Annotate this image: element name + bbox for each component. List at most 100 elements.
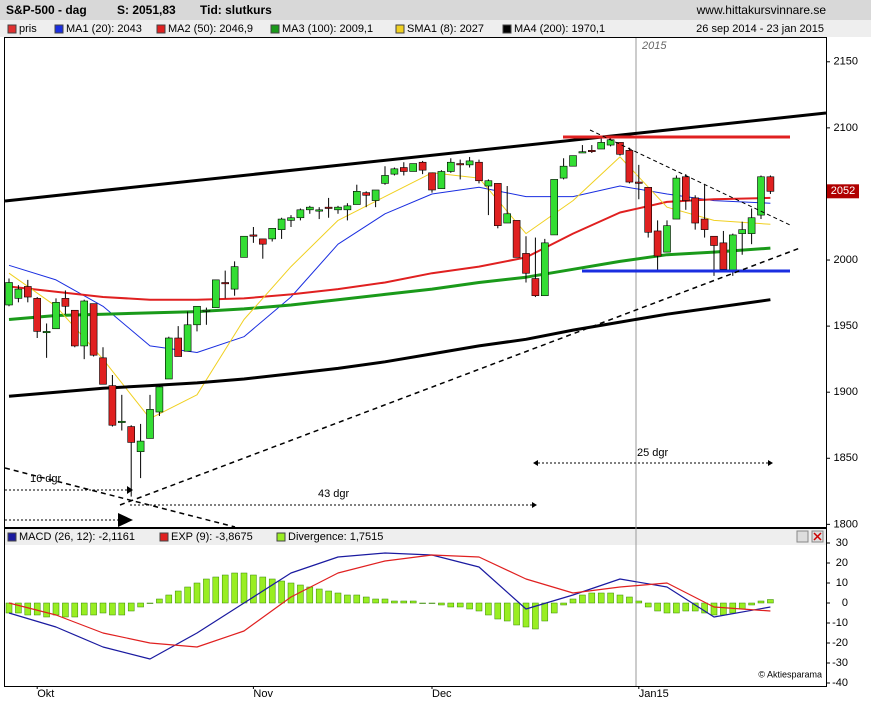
candle-body xyxy=(33,298,42,332)
trendlines xyxy=(5,111,826,527)
candle-body xyxy=(616,142,624,155)
divergence-bar xyxy=(231,572,238,604)
divergence-bar xyxy=(560,602,567,606)
divergence-bar xyxy=(315,588,323,604)
trendline xyxy=(5,111,826,203)
candle-body xyxy=(606,139,615,146)
candle-body xyxy=(221,282,229,285)
divergence-bar xyxy=(80,602,88,616)
divergence-bar xyxy=(550,602,558,614)
legend-label: MA1 (20): 2043 xyxy=(66,23,142,35)
divergence-bar xyxy=(579,594,586,604)
line xyxy=(8,298,771,398)
divergence-bar xyxy=(109,602,116,616)
annotation: 43 dgr xyxy=(318,488,350,500)
divergence-bar xyxy=(522,602,530,628)
candle-body xyxy=(390,168,399,175)
candle-body xyxy=(728,234,737,271)
divergence-bar xyxy=(250,574,257,604)
divergence-bar xyxy=(475,602,483,612)
divergence-bar xyxy=(372,598,379,604)
candle-body xyxy=(315,209,324,212)
y-tick-label: 1900 xyxy=(834,386,858,398)
candle-body xyxy=(569,155,577,167)
candle-body xyxy=(691,197,700,224)
candle-body xyxy=(42,331,51,334)
divergence-bar xyxy=(738,602,746,610)
divergence-bar xyxy=(268,578,276,604)
divergence-bar xyxy=(494,602,502,620)
candle-body xyxy=(681,176,690,201)
candle-body xyxy=(89,303,98,356)
divergence-bar xyxy=(334,592,342,604)
y-tick-label: 2000 xyxy=(834,254,858,266)
candle-body xyxy=(80,300,88,347)
price-plot xyxy=(5,135,775,497)
candle-body xyxy=(343,205,352,211)
candle-body xyxy=(437,171,446,189)
divergence-bar xyxy=(616,594,624,604)
source: www.hittakursvinnare.se xyxy=(696,3,827,17)
y-tick-label: 2150 xyxy=(834,56,858,68)
divergence-bar xyxy=(654,602,661,612)
divergence-bar xyxy=(635,600,643,604)
candle-body xyxy=(700,218,709,230)
legend-label: MACD (26, 12): -2,1161 xyxy=(19,531,135,543)
candle-body xyxy=(663,225,671,253)
divergence-bar xyxy=(400,600,408,604)
candle-body xyxy=(202,309,211,312)
candle-body xyxy=(362,192,371,196)
y-tick-label: 10 xyxy=(836,577,848,589)
divergence-bar xyxy=(710,602,718,616)
line xyxy=(8,246,771,321)
candle-body xyxy=(61,298,70,307)
legend-swatch xyxy=(7,532,17,542)
last-price-box xyxy=(827,184,859,199)
divergence-bar xyxy=(607,592,614,604)
candle-body xyxy=(183,324,192,352)
line xyxy=(8,185,771,353)
legend-swatch xyxy=(276,532,286,542)
candle-body xyxy=(14,288,23,299)
legend-label: SMA1 (8): 2027 xyxy=(407,23,484,35)
candle-body xyxy=(597,142,606,150)
candle-body xyxy=(738,229,747,234)
line xyxy=(8,554,771,648)
x-tick-label: Dec xyxy=(432,688,452,700)
divergence-bar xyxy=(193,582,201,604)
divergence-bar xyxy=(485,602,492,616)
candle-body xyxy=(258,238,267,245)
divergence-bar xyxy=(15,602,22,614)
legend-bar xyxy=(0,20,871,37)
candle-body xyxy=(428,172,436,191)
divergence-bar xyxy=(240,572,248,604)
candle-body xyxy=(587,150,596,152)
legend-label: MA4 (200): 1970,1 xyxy=(514,23,605,35)
candle-body xyxy=(23,286,32,298)
divergence-bar xyxy=(569,598,577,604)
y-tick-label: 1950 xyxy=(834,320,858,332)
settings-icon[interactable] xyxy=(796,530,809,543)
divergence-bar xyxy=(287,582,295,604)
divergence-bar xyxy=(644,602,652,608)
divergence-bar xyxy=(456,602,464,608)
y-tick-label: 0 xyxy=(842,597,848,609)
date-range: 26 sep 2014 - 23 jan 2015 xyxy=(696,23,824,35)
line xyxy=(8,156,771,420)
divergence-bar xyxy=(137,602,144,608)
divergence-bar xyxy=(513,602,520,626)
candle-body xyxy=(268,228,277,240)
divergence-bar xyxy=(767,599,774,604)
legend-label: Divergence: 1,7515 xyxy=(288,531,383,543)
divergence-bar xyxy=(503,602,511,622)
y-tick-label: -30 xyxy=(832,657,848,669)
candle-body xyxy=(136,440,145,452)
y-tick-label: -40 xyxy=(832,677,848,689)
y-tick-label: 20 xyxy=(836,557,848,569)
divergence-bar xyxy=(212,576,220,604)
y-tick-label: -20 xyxy=(832,637,848,649)
candle-body xyxy=(710,235,718,246)
line xyxy=(8,552,771,660)
divergence-bar xyxy=(701,602,708,614)
